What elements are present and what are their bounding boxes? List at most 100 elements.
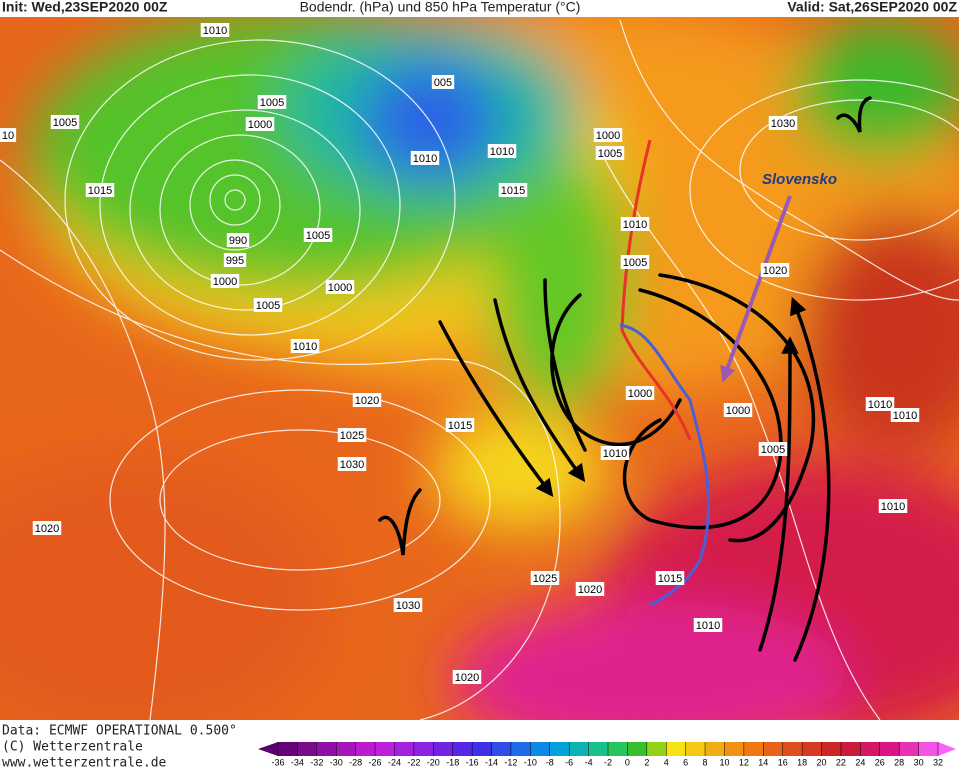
isobar-label: 1020 bbox=[355, 395, 379, 407]
isobar-label: 1010 bbox=[868, 399, 892, 411]
colorbar-label: 24 bbox=[855, 757, 865, 767]
colorbar-swatch bbox=[802, 742, 823, 756]
colorbar-swatch bbox=[355, 742, 376, 756]
colorbar-swatch bbox=[724, 742, 745, 756]
isobar-label-bg bbox=[0, 128, 17, 142]
colorbar-label: -16 bbox=[466, 757, 479, 767]
init-time: Init: Wed,23SEP2020 00Z bbox=[2, 0, 168, 15]
colorbar-swatch bbox=[433, 742, 454, 756]
colorbar-label: -2 bbox=[604, 757, 612, 767]
annotation: Slovensko bbox=[762, 171, 837, 188]
colorbar-label: 10 bbox=[719, 757, 729, 767]
isobar-label: 990 bbox=[229, 235, 247, 247]
colorbar-label: -26 bbox=[369, 757, 382, 767]
colorbar-swatch bbox=[763, 742, 784, 756]
colorbar-label: 4 bbox=[664, 757, 669, 767]
colorbar-label: 22 bbox=[836, 757, 846, 767]
isobar-label: 1010 bbox=[203, 25, 227, 37]
isobar-label: 1010 bbox=[413, 153, 437, 165]
isobar-label-bg bbox=[257, 95, 287, 109]
colorbar-label: -20 bbox=[427, 757, 440, 767]
isobar-label-bg bbox=[878, 499, 908, 513]
isobar-label-bg bbox=[245, 117, 275, 131]
colorbar-swatch bbox=[782, 742, 803, 756]
isobar-label: 1010 bbox=[881, 501, 905, 513]
isobar-label: 1005 bbox=[761, 444, 785, 456]
isobar-label: 1020 bbox=[455, 672, 479, 684]
colorbar-swatch bbox=[588, 742, 609, 756]
colorbar-label: 12 bbox=[739, 757, 749, 767]
colorbar-label: 30 bbox=[914, 757, 924, 767]
isobar-label: 1020 bbox=[763, 265, 787, 277]
isobar-label-bg bbox=[723, 403, 753, 417]
isobar-label-bg bbox=[693, 618, 723, 632]
isobar-label: 1005 bbox=[260, 97, 284, 109]
isobar-label: 1000 bbox=[726, 405, 750, 417]
isobar-label: 1010 bbox=[293, 341, 317, 353]
isobar-label: 1025 bbox=[533, 573, 557, 585]
colorbar-swatch bbox=[899, 742, 920, 756]
isobar-label-bg bbox=[600, 446, 630, 460]
isobar-label-bg bbox=[625, 386, 655, 400]
colorbar-label: -22 bbox=[407, 757, 420, 767]
colorbar-swatch bbox=[705, 742, 725, 756]
colorbar-label: -10 bbox=[524, 757, 537, 767]
isobar-label: 1000 bbox=[248, 119, 272, 131]
isobar-label: 1030 bbox=[396, 600, 420, 612]
isobar-label-bg bbox=[595, 146, 625, 160]
isobar-label-bg bbox=[445, 418, 475, 432]
isobar-label-bg bbox=[32, 521, 62, 535]
isobar-label: 1005 bbox=[598, 148, 622, 160]
isobar-label-bg bbox=[200, 23, 230, 37]
isobar-label: 1020 bbox=[35, 523, 59, 535]
isobar-label-bg bbox=[452, 670, 482, 684]
isobar-label: 1010 bbox=[603, 448, 627, 460]
pointer-arrow bbox=[720, 195, 792, 383]
isobar-label-bg bbox=[352, 393, 382, 407]
colorbar-label: 26 bbox=[875, 757, 885, 767]
isobar-label: 995 bbox=[226, 255, 244, 267]
isobar-label-bg bbox=[303, 228, 333, 242]
isobar-label: 1005 bbox=[256, 300, 280, 312]
colorbar-swatch bbox=[569, 742, 590, 756]
colorbar-label: -36 bbox=[271, 757, 284, 767]
colorbar-label: 16 bbox=[778, 757, 788, 767]
isobar-label-bg bbox=[50, 115, 80, 129]
isobar-label: 1005 bbox=[623, 257, 647, 269]
colorbar-label: 0 bbox=[625, 757, 630, 767]
colorbar-swatch bbox=[685, 742, 706, 756]
colorbar-label: -24 bbox=[388, 757, 401, 767]
colorbar-label: -34 bbox=[291, 757, 304, 767]
isobar-label-bg bbox=[223, 253, 247, 267]
header-bar bbox=[0, 0, 959, 17]
colorbar-swatch bbox=[297, 742, 318, 756]
isobar-label: 1015 bbox=[88, 185, 112, 197]
colorbar-swatch bbox=[918, 742, 939, 756]
colorbar-swatch bbox=[510, 742, 531, 756]
colorbar-swatch bbox=[316, 742, 337, 756]
colorbar-label: 20 bbox=[817, 757, 827, 767]
isobar-label-bg bbox=[210, 274, 240, 288]
footer-copyright: (C) Wetterzentrale bbox=[2, 740, 143, 755]
colorbar-label: -6 bbox=[565, 757, 573, 767]
colorbar-swatch bbox=[840, 742, 861, 756]
colorbar-swatch bbox=[821, 742, 842, 756]
isobars bbox=[0, 19, 959, 720]
colorbar-label: 18 bbox=[797, 757, 807, 767]
colorbar-swatch bbox=[491, 742, 512, 756]
isobar-labels: 1010 1005 1000 1005 10 1015 990 995 1000 1005 1000… bbox=[0, 23, 920, 684]
isobar-label-bg bbox=[655, 571, 685, 585]
isobar-label-bg bbox=[487, 144, 517, 158]
isobar-label: 1005 bbox=[53, 117, 77, 129]
colorbar-label: -18 bbox=[446, 757, 459, 767]
cold-front bbox=[619, 323, 711, 607]
isobar-label-bg bbox=[337, 428, 367, 442]
isobar-label: 1000 bbox=[328, 282, 352, 294]
isobar-label: 1015 bbox=[448, 420, 472, 432]
isobar-label: 1000 bbox=[628, 388, 652, 400]
colorbar-label: 6 bbox=[683, 757, 688, 767]
isobar-label-bg bbox=[410, 151, 440, 165]
